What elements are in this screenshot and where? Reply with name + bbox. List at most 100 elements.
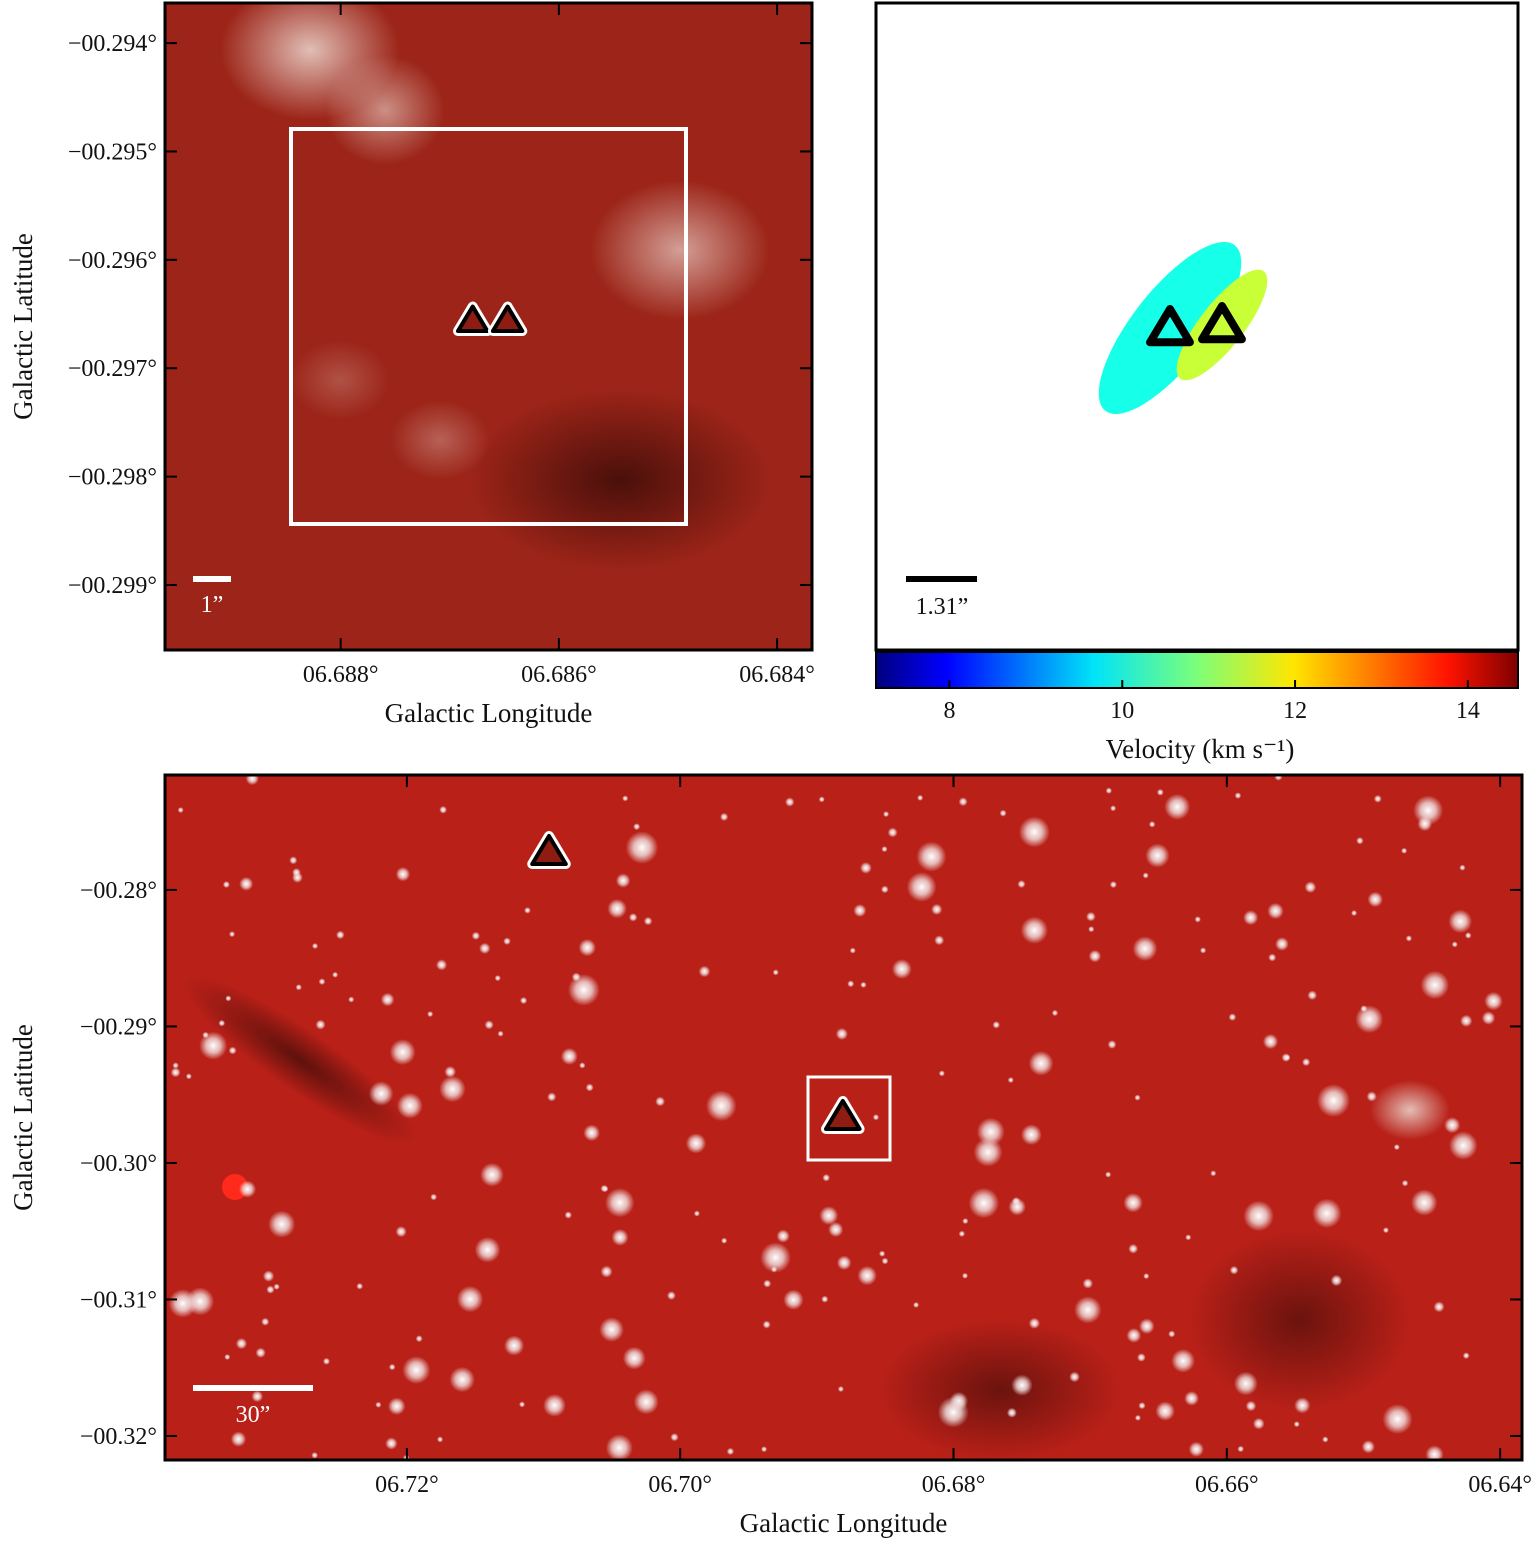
star — [1275, 937, 1289, 951]
star — [444, 1066, 457, 1078]
star — [1185, 1234, 1192, 1241]
star — [1312, 1198, 1342, 1229]
star — [225, 995, 232, 1002]
star — [356, 1282, 364, 1290]
star — [1171, 1348, 1196, 1373]
star — [720, 812, 729, 822]
y-axis-label: Galactic Latitude — [8, 233, 38, 420]
colorbar-tick-label: 8 — [943, 698, 955, 724]
star — [1082, 1278, 1094, 1289]
star — [395, 866, 411, 882]
star — [1123, 1193, 1143, 1213]
star — [611, 1228, 629, 1246]
star — [1142, 872, 1149, 879]
star — [1028, 1050, 1054, 1076]
x-tick-label: 06.66° — [1195, 1472, 1259, 1498]
y-tick-label: −00.32° — [80, 1424, 157, 1450]
star — [881, 846, 888, 853]
star — [578, 938, 596, 957]
star — [230, 1431, 247, 1447]
star — [1145, 843, 1170, 868]
star — [1134, 1414, 1141, 1421]
star — [1366, 1091, 1377, 1102]
star — [471, 931, 480, 940]
star — [1245, 1400, 1257, 1412]
colorbar — [875, 651, 1519, 689]
star — [999, 809, 1007, 817]
star — [837, 1386, 844, 1393]
star — [1138, 1402, 1146, 1410]
star — [822, 1173, 831, 1182]
star — [1088, 926, 1095, 933]
star — [938, 1070, 945, 1077]
scale-bar-label: 1” — [201, 592, 224, 618]
star — [1233, 1371, 1258, 1396]
star — [849, 947, 856, 954]
image-feature — [1370, 1080, 1450, 1140]
star — [1006, 1407, 1017, 1418]
star — [1294, 1397, 1311, 1414]
star — [504, 1335, 525, 1356]
y-tick-label: −00.298° — [68, 465, 157, 491]
star — [602, 1185, 609, 1193]
x-tick-label: 06.688° — [303, 662, 379, 688]
image-feature — [590, 180, 770, 320]
star — [1284, 1054, 1291, 1061]
star — [1460, 1014, 1473, 1027]
star — [887, 827, 898, 838]
star — [261, 1317, 270, 1326]
star — [1237, 1445, 1244, 1453]
star — [1128, 1243, 1139, 1254]
y-tick-label: −00.30° — [80, 1151, 157, 1177]
y-tick-label: −00.296° — [68, 248, 157, 274]
star — [177, 807, 184, 814]
star — [1401, 847, 1408, 854]
image-feature — [290, 340, 390, 420]
star — [615, 873, 631, 888]
star — [519, 996, 528, 1005]
star — [622, 1346, 646, 1370]
marker — [824, 1098, 862, 1131]
star — [503, 937, 511, 945]
colorbar-tick-label: 12 — [1283, 698, 1307, 724]
star — [880, 885, 889, 894]
star — [439, 1075, 466, 1103]
star — [402, 1356, 431, 1385]
star — [222, 881, 230, 889]
star — [1405, 935, 1413, 942]
star — [1268, 953, 1277, 962]
star — [199, 1031, 228, 1060]
star — [1411, 1189, 1438, 1216]
star — [878, 1250, 886, 1257]
star — [962, 1272, 969, 1279]
star — [1156, 788, 1164, 796]
star — [872, 1114, 880, 1121]
star — [1464, 932, 1472, 939]
star — [693, 1210, 700, 1217]
star — [1020, 916, 1049, 944]
star — [666, 1291, 676, 1300]
y-tick-label: −00.29° — [80, 1014, 157, 1040]
star — [1007, 1077, 1014, 1084]
star — [519, 1401, 526, 1408]
star — [273, 1283, 280, 1290]
star — [170, 1067, 181, 1078]
star — [1393, 1144, 1400, 1151]
x-axis-label: Galactic Longitude — [740, 1508, 948, 1538]
star — [1051, 1009, 1059, 1017]
star — [1373, 794, 1382, 803]
source-marker — [1146, 305, 1194, 347]
star — [239, 876, 254, 891]
star — [821, 1295, 829, 1303]
star — [1164, 793, 1191, 820]
star — [819, 1206, 839, 1226]
star — [1028, 1317, 1040, 1329]
star — [375, 1401, 382, 1408]
star — [1262, 1033, 1279, 1050]
star — [1109, 881, 1117, 889]
image-feature — [325, 55, 445, 165]
star — [1243, 1200, 1275, 1232]
star — [1355, 1005, 1384, 1034]
star — [255, 1347, 266, 1358]
colorbar-tick-label: 10 — [1110, 698, 1134, 724]
